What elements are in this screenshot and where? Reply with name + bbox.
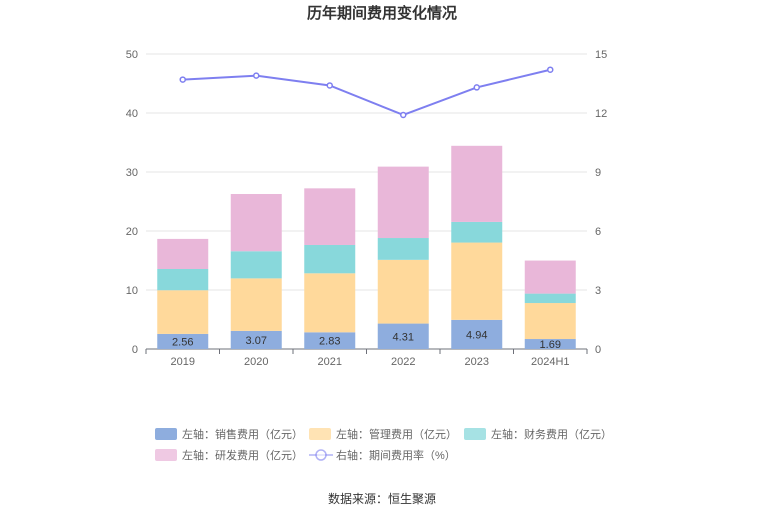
bar-segment bbox=[157, 268, 209, 291]
bar-segment bbox=[230, 330, 282, 349]
bar-segment bbox=[377, 259, 429, 324]
legend-label: 右轴：期间费用率（%） bbox=[336, 448, 456, 462]
bars bbox=[157, 145, 576, 349]
y-left-tick-label: 10 bbox=[126, 285, 138, 297]
legend-swatch bbox=[309, 428, 331, 440]
legend: 左轴：销售费用（亿元） 左轴：管理费用（亿元） 左轴：财务费用（亿元） 左轴：研发费用… bbox=[155, 427, 612, 462]
y-left-tick-label: 20 bbox=[126, 226, 138, 238]
y-right-tick-label: 0 bbox=[595, 344, 601, 356]
rate-line-path bbox=[182, 68, 551, 117]
y-right-tick-label: 9 bbox=[595, 167, 601, 179]
bar-segment bbox=[230, 194, 282, 252]
x-tick-label: 2021 bbox=[318, 356, 342, 368]
rate-line-point bbox=[179, 76, 186, 83]
legend-swatch bbox=[464, 428, 486, 440]
bar-segment bbox=[451, 242, 503, 320]
rate-line-point bbox=[326, 82, 333, 89]
rate-line-point bbox=[253, 72, 260, 79]
bar-segment bbox=[230, 278, 282, 331]
y-left-tick-label: 0 bbox=[132, 344, 138, 356]
bar-segment bbox=[304, 188, 356, 245]
legend-swatch bbox=[155, 428, 177, 440]
rate-line bbox=[179, 66, 554, 119]
y-left-tick-label: 30 bbox=[126, 167, 138, 179]
y-right-tick-label: 15 bbox=[595, 49, 607, 61]
bar-segment bbox=[304, 244, 356, 274]
legend-label: 左轴：财务费用（亿元） bbox=[491, 427, 612, 441]
bar-segment bbox=[377, 238, 429, 260]
bar-labels: 2.56 3.07 2.83 4.31 4.94 1.69 bbox=[172, 329, 561, 351]
bar-data-label: 2.83 bbox=[319, 336, 340, 348]
chart-title: 历年期间费用变化情况 bbox=[307, 4, 457, 22]
y-right-tick-label: 6 bbox=[595, 226, 601, 238]
rate-line-point bbox=[473, 84, 480, 91]
legend-marker bbox=[315, 449, 327, 461]
bar-segment bbox=[157, 333, 209, 349]
bar-segment bbox=[451, 221, 503, 243]
rate-line-point bbox=[547, 66, 554, 73]
legend-label: 左轴：研发费用（亿元） bbox=[182, 448, 303, 462]
y-left-tick-label: 40 bbox=[126, 108, 138, 120]
bar-segment bbox=[377, 166, 429, 239]
bar-segment bbox=[524, 293, 576, 304]
legend-label: 左轴：销售费用（亿元） bbox=[182, 427, 303, 441]
bar-segment bbox=[524, 339, 576, 349]
bar-data-label: 1.69 bbox=[540, 339, 561, 351]
bar-data-label: 3.07 bbox=[246, 335, 267, 347]
bar-segment bbox=[230, 251, 282, 279]
legend-label: 左轴：管理费用（亿元） bbox=[336, 427, 457, 441]
bar-data-label: 4.94 bbox=[466, 329, 487, 341]
x-tick-label: 2019 bbox=[171, 356, 195, 368]
y-left-tick-label: 50 bbox=[126, 49, 138, 61]
y-right-tick-label: 3 bbox=[595, 285, 601, 297]
bar-segment bbox=[451, 145, 503, 222]
x-tick-label: 2020 bbox=[244, 356, 268, 368]
bar-segment bbox=[304, 332, 356, 349]
source-text: 数据来源：恒生聚源 bbox=[328, 491, 436, 506]
x-tick-label: 2022 bbox=[391, 356, 415, 368]
axes: 0 0 10 3 20 6 30 9 40 12 50 15 2019 2020 2021 2022 2023 2… bbox=[126, 49, 608, 368]
x-tick-label: 2023 bbox=[465, 356, 489, 368]
bar-segment bbox=[377, 323, 429, 349]
bar-segment bbox=[524, 303, 576, 340]
bar-segment bbox=[157, 238, 209, 269]
bar-data-label: 2.56 bbox=[172, 336, 193, 348]
bar-segment bbox=[304, 273, 356, 333]
x-tick-label: 2024H1 bbox=[531, 356, 570, 368]
bar-segment bbox=[451, 319, 503, 349]
bar-data-label: 4.31 bbox=[393, 331, 414, 343]
bar-segment bbox=[524, 260, 576, 294]
rate-line-point bbox=[400, 111, 407, 119]
bar-segment bbox=[157, 290, 209, 334]
grid bbox=[146, 53, 587, 291]
y-right-tick-label: 12 bbox=[595, 108, 607, 120]
legend-swatch bbox=[155, 449, 177, 461]
